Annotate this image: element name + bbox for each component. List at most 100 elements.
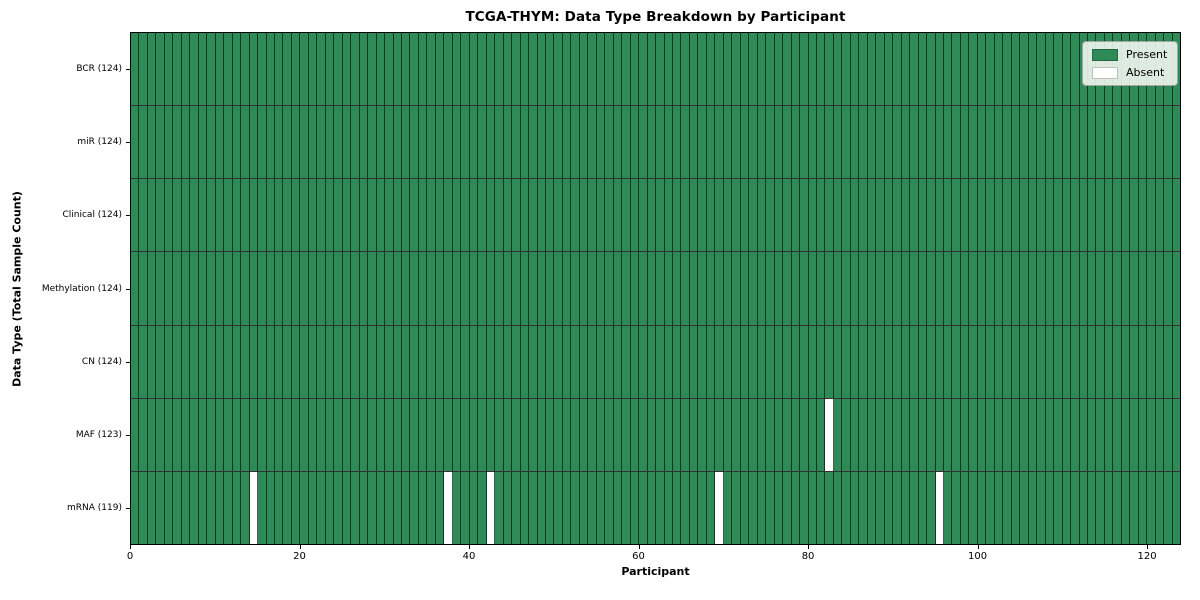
heatmap-cell xyxy=(478,106,487,179)
heatmap-cell xyxy=(317,33,326,106)
heatmap-cell xyxy=(630,106,640,179)
heatmap-cell xyxy=(1037,252,1046,325)
heatmap-cell xyxy=(808,471,817,544)
heatmap-cell xyxy=(266,398,275,471)
heatmap-cell xyxy=(571,252,580,325)
heatmap-cell xyxy=(435,179,445,252)
heatmap-cell xyxy=(876,252,885,325)
heatmap-cell xyxy=(317,252,326,325)
heatmap-cell xyxy=(207,33,216,106)
heatmap-cell xyxy=(300,33,309,106)
y-tick-mark xyxy=(126,288,130,290)
heatmap-cell xyxy=(241,106,250,179)
heatmap-cell xyxy=(1071,252,1080,325)
heatmap-cell xyxy=(173,106,182,179)
chart-title: TCGA-THYM: Data Type Breakdown by Partic… xyxy=(465,9,846,25)
heatmap-cell xyxy=(986,471,995,544)
heatmap-cell xyxy=(147,33,157,106)
heatmap-cell xyxy=(723,106,733,179)
heatmap-cell xyxy=(452,471,462,544)
heatmap-cell xyxy=(512,252,521,325)
heatmap-cell xyxy=(994,325,1004,398)
heatmap-cell xyxy=(308,398,318,471)
heatmap-cell xyxy=(774,471,784,544)
heatmap-cell xyxy=(1104,325,1114,398)
heatmap-cell xyxy=(673,325,682,398)
heatmap-cell xyxy=(181,252,191,325)
heatmap-cell xyxy=(427,106,436,179)
x-tick-label: 80 xyxy=(801,551,815,562)
heatmap-cell xyxy=(579,398,589,471)
heatmap-cell xyxy=(918,179,928,252)
heatmap-cell xyxy=(1045,471,1055,544)
heatmap-cell xyxy=(156,325,165,398)
heatmap-cell xyxy=(952,471,961,544)
heatmap-cell xyxy=(833,179,843,252)
heatmap-cell xyxy=(698,179,707,252)
heatmap-cell xyxy=(588,179,597,252)
heatmap-cell xyxy=(249,179,259,252)
heatmap-cell xyxy=(613,33,623,106)
heatmap-cell xyxy=(1054,398,1063,471)
heatmap-cell xyxy=(503,179,513,252)
heatmap-cell xyxy=(859,398,868,471)
heatmap-cell xyxy=(156,252,165,325)
heatmap-cell xyxy=(673,179,682,252)
heatmap-cell xyxy=(418,106,428,179)
heatmap-cell xyxy=(656,471,665,544)
x-axis-label: Participant xyxy=(621,565,690,578)
heatmap-cell xyxy=(300,398,309,471)
heatmap-cell xyxy=(1011,179,1021,252)
heatmap-cell xyxy=(291,33,301,106)
heatmap-cell xyxy=(596,33,606,106)
heatmap-cell xyxy=(545,179,555,252)
heatmap-cell xyxy=(266,252,275,325)
heatmap-cell xyxy=(605,252,614,325)
heatmap-cell xyxy=(630,179,640,252)
heatmap-cell xyxy=(681,398,690,471)
heatmap-cell xyxy=(258,33,267,106)
heatmap-cell xyxy=(562,252,572,325)
heatmap-cell xyxy=(639,179,648,252)
heatmap-cell xyxy=(215,471,225,544)
heatmap-cell xyxy=(698,325,707,398)
heatmap-cell xyxy=(435,325,445,398)
heatmap-cell xyxy=(893,179,902,252)
heatmap-cell xyxy=(410,106,419,179)
heatmap-cell xyxy=(1062,471,1072,544)
heatmap-cell xyxy=(452,325,462,398)
heatmap-cell xyxy=(241,252,250,325)
heatmap-cell xyxy=(351,179,360,252)
heatmap-cell xyxy=(334,33,343,106)
heatmap-cell xyxy=(833,106,843,179)
heatmap-cell xyxy=(681,179,690,252)
heatmap-cell xyxy=(190,106,199,179)
heatmap-cell xyxy=(1020,398,1029,471)
heatmap-cell xyxy=(1104,398,1114,471)
heatmap-cell xyxy=(766,471,775,544)
heatmap-cell xyxy=(833,325,843,398)
heatmap-cell xyxy=(715,106,724,179)
heatmap-cell xyxy=(139,471,148,544)
heatmap-row xyxy=(131,33,1181,107)
heatmap-cell xyxy=(215,252,225,325)
heatmap-cell xyxy=(647,471,657,544)
heatmap-cell xyxy=(1096,179,1105,252)
heatmap-cell xyxy=(842,33,851,106)
heatmap-cell xyxy=(893,471,902,544)
heatmap-cell xyxy=(461,471,470,544)
heatmap-cell xyxy=(715,252,724,325)
heatmap-cell xyxy=(342,106,352,179)
heatmap-cell xyxy=(274,398,284,471)
heatmap-cell xyxy=(639,33,648,106)
heatmap-cell xyxy=(495,325,504,398)
heatmap-cell xyxy=(291,471,301,544)
heatmap-cell xyxy=(274,252,284,325)
heatmap-cell xyxy=(359,252,369,325)
heatmap-cell xyxy=(376,471,386,544)
heatmap-cell xyxy=(766,325,775,398)
heatmap-cell xyxy=(308,325,318,398)
heatmap-cell xyxy=(613,252,623,325)
heatmap-cell xyxy=(562,179,572,252)
heatmap-cell xyxy=(444,252,453,325)
